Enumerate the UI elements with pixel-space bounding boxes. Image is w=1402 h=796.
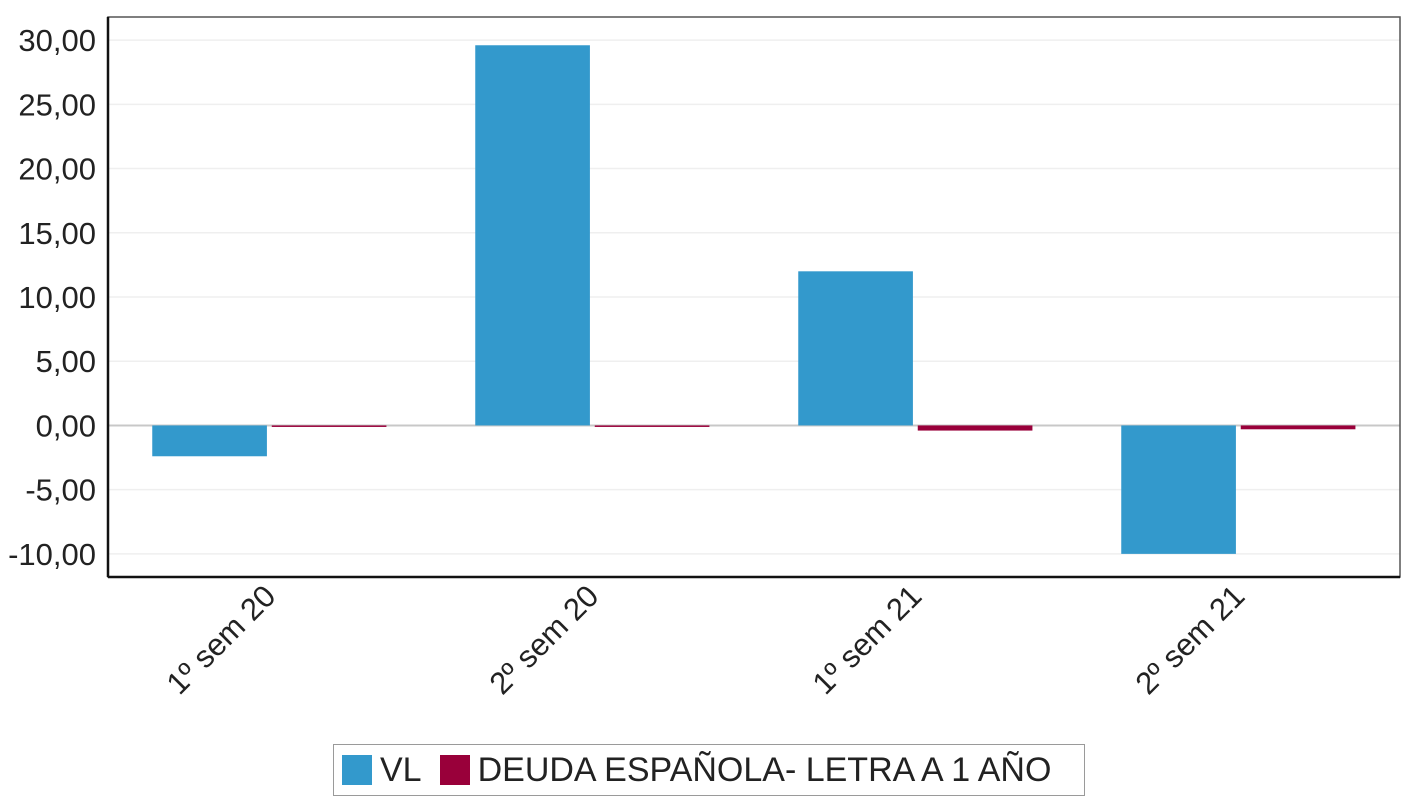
y-tick-label: 0,00 (36, 408, 96, 443)
x-tick-label: 2º sem 21 (1129, 578, 1252, 701)
y-tick-label: -10,00 (8, 537, 96, 572)
y-tick-label: 10,00 (18, 280, 96, 315)
y-tick-label: 15,00 (18, 216, 96, 251)
x-tick-label: 1º sem 20 (160, 578, 283, 701)
bar-deuda-2 (594, 425, 710, 427)
bar-vl-4 (1121, 425, 1236, 554)
bar-vl-3 (798, 271, 913, 426)
chart-legend: VL DEUDA ESPAÑOLA- LETRA A 1 AÑO (333, 744, 1085, 796)
bar-deuda-3 (917, 425, 1033, 431)
x-axis-tick-labels: 1º sem 20 2º sem 20 1º sem 21 2º sem 21 (160, 578, 1252, 701)
x-tick-label: 1º sem 21 (806, 578, 929, 701)
y-tick-label: 5,00 (36, 344, 96, 379)
y-tick-label: 20,00 (18, 152, 96, 187)
plot-frame (106, 16, 1401, 579)
bar-vl-1 (152, 425, 267, 457)
y-axis-tick-labels: 30,00 25,00 20,00 15,00 10,00 5,00 0,00 -5,00 -1… (8, 23, 96, 572)
bar-deuda-4 (1240, 425, 1356, 430)
y-tick-label: 30,00 (18, 23, 96, 58)
bars (152, 45, 1356, 554)
legend-label-deuda: DEUDA ESPAÑOLA- LETRA A 1 AÑO (477, 750, 1052, 789)
legend-swatch-deuda (439, 755, 470, 785)
bar-deuda-1 (271, 425, 387, 427)
x-tick-label: 2º sem 20 (483, 578, 606, 701)
legend-item-deuda: DEUDA ESPAÑOLA- LETRA A 1 AÑO (439, 750, 1052, 790)
legend-item-vl: VL (342, 751, 422, 790)
bar-vl-2 (475, 45, 590, 426)
legend-swatch-vl (342, 755, 372, 785)
y-tick-label: 25,00 (18, 87, 96, 122)
legend-label-vl: VL (380, 750, 422, 789)
y-tick-label: -5,00 (25, 473, 96, 508)
